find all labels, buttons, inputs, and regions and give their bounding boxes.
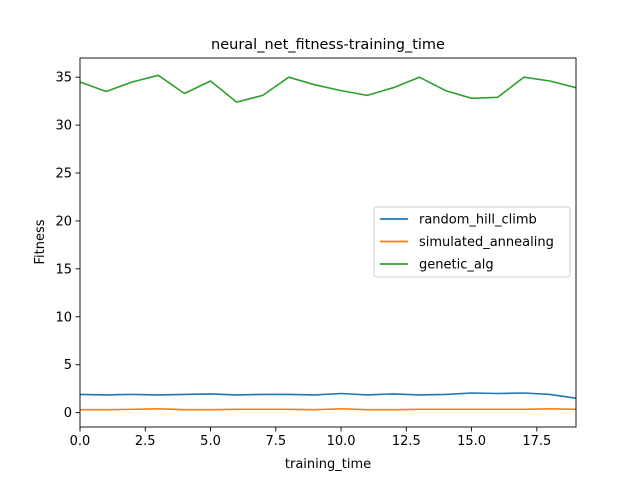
x-tick-label: 15.0 (457, 434, 486, 449)
x-axis-ticks: 0.0 2.5 5.0 7.5 10.0 12.5 15.0 17.5 (70, 427, 551, 449)
y-tick-label: 30 (55, 119, 72, 134)
series-layer (79, 74, 577, 411)
x-tick-label: 17.5 (522, 434, 551, 449)
y-tick-label: 10 (55, 310, 72, 325)
y-tick-label: 25 (55, 167, 72, 182)
y-axis-label: Fitness (33, 219, 48, 264)
y-axis-ticks: 0 5 10 15 20 25 30 35 (55, 71, 80, 421)
chart-title: neural_net_fitness-training_time (211, 37, 445, 53)
y-tick-label: 0 (64, 406, 72, 421)
y-tick-label: 20 (55, 214, 72, 229)
series-line-simulated_annealing (80, 407, 577, 411)
x-tick-label: 0.0 (70, 434, 91, 449)
y-tick-label: 5 (64, 358, 72, 373)
plot-frame (79, 57, 577, 428)
legend-label-random_hill_climb: random_hill_climb (419, 213, 537, 228)
x-tick-label: 7.5 (265, 434, 286, 449)
legend-label-genetic_alg: genetic_alg (419, 258, 494, 273)
legend-box (373, 206, 571, 278)
x-axis-label: training_time (285, 457, 371, 472)
series-line-genetic_alg (79, 74, 577, 103)
x-tick-label: 5.0 (200, 434, 221, 449)
y-tick-label: 15 (55, 262, 72, 277)
x-tick-label: 10.0 (327, 434, 356, 449)
y-tick-label: 35 (55, 71, 72, 86)
x-tick-label: 12.5 (392, 434, 421, 449)
legend-label-simulated_annealing: simulated_annealing (419, 235, 554, 250)
x-tick-label: 2.5 (135, 434, 156, 449)
series-line-random_hill_climb (79, 392, 577, 399)
legend: random_hill_climb simulated_annealinggene… (373, 206, 571, 278)
